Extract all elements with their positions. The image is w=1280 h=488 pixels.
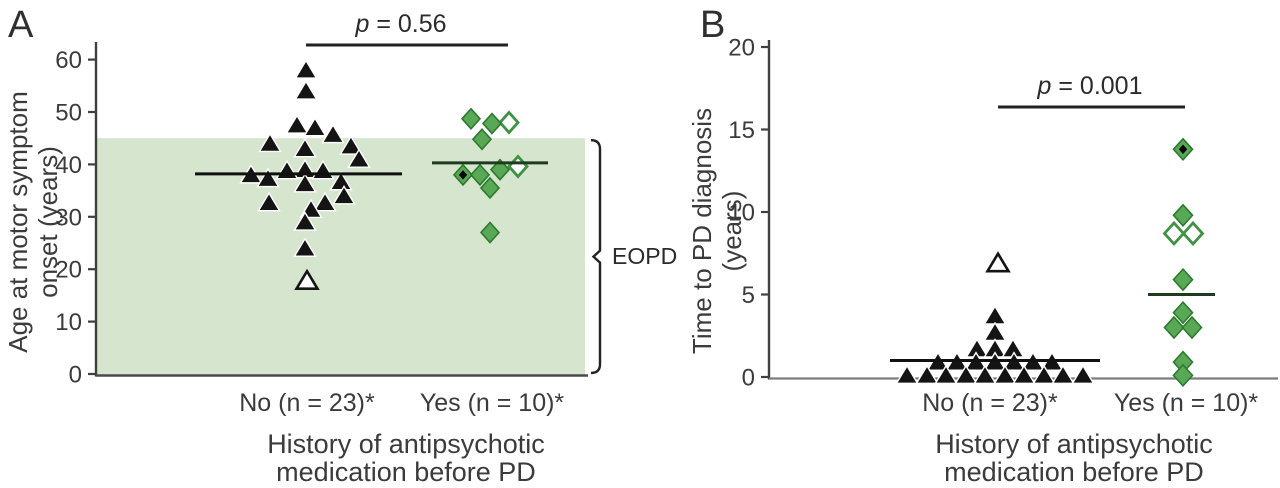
data-point-triangle: [294, 59, 318, 79]
panel-b-letter: B: [700, 4, 725, 46]
data-point-triangle: [329, 170, 353, 191]
data-point-triangle: [983, 321, 1007, 342]
data-point-triangle: [256, 167, 280, 188]
data-point-diamond: [479, 221, 501, 244]
y-tick-label: 5: [742, 282, 755, 309]
y-tick-label: 10: [55, 309, 82, 336]
data-point-triangle: [293, 237, 317, 257]
panel-b-p-symbol: p: [1037, 72, 1052, 100]
data-point-diamond: [460, 107, 482, 131]
data-point-triangle: [258, 132, 282, 153]
data-point-triangle: [321, 123, 345, 144]
series-yes-points: [452, 107, 529, 244]
data-point-triangle-open: [294, 268, 320, 291]
y-tick-label: 30: [55, 204, 82, 231]
panel-b-x-label-yes: Yes (n = 10)*: [1114, 389, 1259, 417]
panel-b-x-title-line1: History of antipsychotic: [935, 429, 1213, 459]
data-point-diamond: [471, 128, 493, 151]
y-tick-label: 0: [69, 362, 82, 389]
panel-a-x-label-no: No (n = 23)*: [239, 389, 375, 417]
data-point-triangle: [1051, 364, 1075, 385]
data-point-triangle: [293, 137, 317, 158]
data-point-triangle: [257, 191, 281, 212]
data-point-triangle: [332, 184, 356, 205]
data-point-triangle: [1032, 364, 1056, 385]
data-point-inner-dot: [1178, 144, 1188, 155]
y-tick-label: 50: [55, 100, 82, 127]
data-point-triangle: [293, 211, 317, 231]
data-point-triangle: [313, 191, 337, 212]
data-point-triangle: [1071, 364, 1095, 385]
panel-b-chart-layer: 0 5 10 15 20: [728, 35, 1278, 392]
data-point-diamond: [1181, 315, 1203, 340]
panel-a-letter: A: [8, 4, 34, 46]
panel-b-p-number: = 0.001: [1051, 72, 1142, 100]
panel-b-x-label-no: No (n = 23)*: [922, 389, 1058, 417]
y-tick-label: 0: [742, 365, 755, 392]
panel-a-eopd-label: EOPD: [612, 243, 677, 269]
data-point-diamond: [481, 112, 503, 135]
data-point-triangle: [303, 116, 327, 137]
data-point-diamond-open: [1181, 220, 1205, 247]
data-point-triangle: [895, 364, 919, 385]
series-no-points: [895, 251, 1095, 385]
panel-b-p-value: p = 0.001: [1037, 72, 1143, 100]
panel-a-p-symbol: p: [354, 10, 369, 38]
data-point-triangle: [294, 80, 318, 100]
panel-a-y-axis-label-line1: Age at motor symptom: [3, 91, 33, 353]
data-point-triangle: [293, 172, 317, 193]
y-tick-label: 15: [728, 117, 755, 144]
data-point-diamond: [1172, 267, 1194, 292]
data-point-diamond: [479, 176, 501, 200]
y-tick-label: 20: [728, 35, 755, 62]
panel-a: 0 10 20 30 40 50 60 A Age at motor symptom ons…: [3, 4, 677, 487]
y-tick-label: 40: [55, 152, 82, 179]
data-point-triangle: [1012, 364, 1036, 385]
panel-a-p-number: = 0.56: [369, 10, 446, 38]
data-point-triangle: [339, 135, 363, 155]
series-yes-points: [1162, 137, 1205, 388]
eopd-bracket: [590, 139, 602, 375]
data-point-diamond: [489, 158, 511, 181]
data-point-triangle: [983, 305, 1007, 325]
panel-b-x-title-line2: medication before PD: [944, 457, 1204, 487]
data-point-triangle: [285, 114, 309, 134]
panel-b-y-axis-label-line2: (years): [717, 191, 747, 272]
panel-b-y-axis-label-line1: Time to PD diagnosis: [687, 108, 717, 354]
data-point-triangle: [915, 364, 939, 385]
data-point-inner-dot: [458, 170, 468, 180]
data-point-diamond: [1172, 203, 1194, 227]
panel-a-x-label-yes: Yes (n = 10)*: [420, 389, 565, 417]
panel-a-x-title-line1: History of antipsychotic: [267, 429, 545, 459]
data-point-diamond: [1172, 300, 1194, 325]
data-point-diamond-open: [498, 110, 520, 135]
y-tick-label: 10: [728, 200, 755, 227]
panel-a-chart-layer: 0 10 20 30 40 50 60: [55, 42, 602, 389]
y-tick-label: 60: [55, 47, 82, 74]
panel-a-p-value: p = 0.56: [354, 10, 446, 38]
data-point-diamond-open: [1162, 220, 1186, 247]
data-point-triangle-open: [985, 251, 1011, 273]
data-point-triangle: [993, 364, 1017, 385]
data-point-diamond: [469, 163, 491, 187]
panel-a-y-axis-label-line2: onset (years): [33, 146, 63, 298]
data-point-diamond: [1172, 363, 1194, 388]
data-point-diamond: [1163, 315, 1185, 340]
data-point-triangle: [954, 364, 978, 385]
panel-a-x-title-line2: medication before PD: [276, 457, 536, 487]
data-point-triangle: [934, 364, 958, 385]
y-tick-label: 20: [55, 257, 82, 284]
data-point-triangle: [973, 364, 997, 385]
data-point-triangle: [347, 148, 371, 168]
